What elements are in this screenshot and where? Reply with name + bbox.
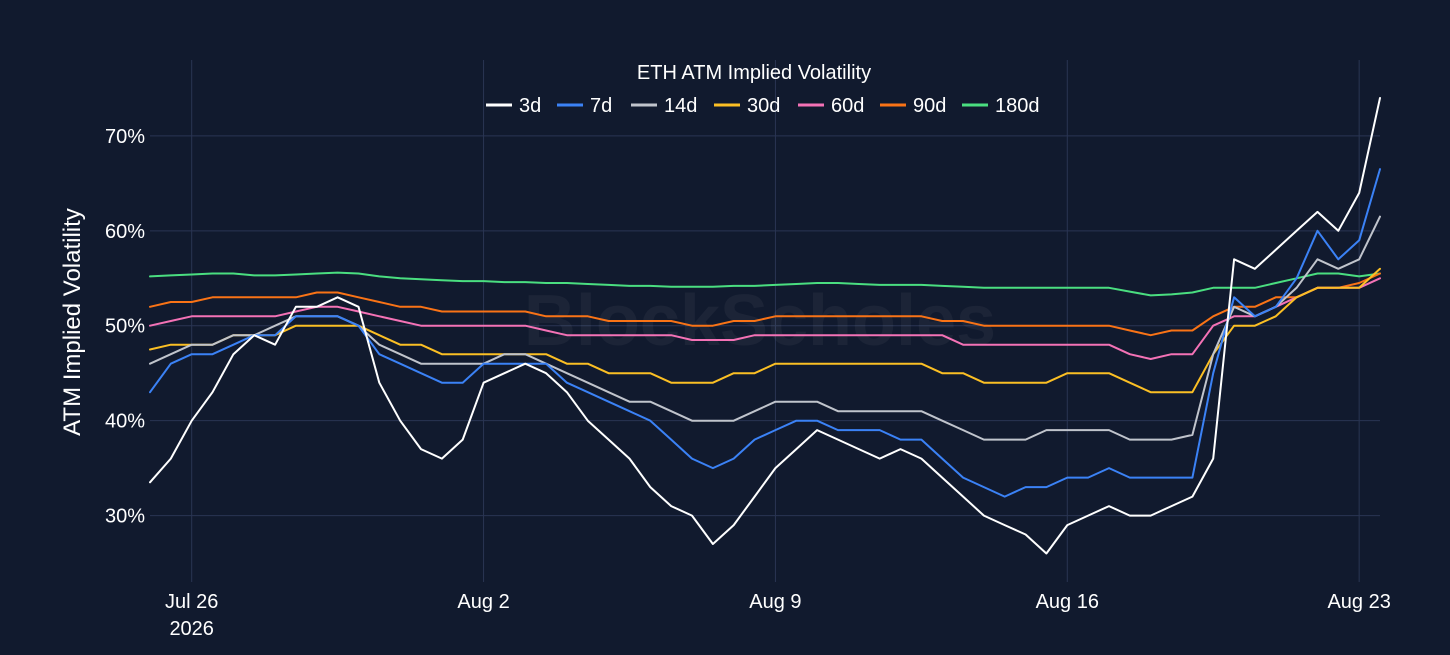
series-line-3d [149,97,1381,555]
legend-item-3d[interactable]: 3d [486,95,541,117]
y-tick-label: 40% [105,411,145,433]
y-tick-label: 70% [105,126,145,148]
legend-item-90d[interactable]: 90d [880,95,946,117]
legend-item-14d[interactable]: 14d [631,95,697,117]
x-tick-label: Aug 9 [749,591,801,613]
x-tick-sublabel: 2026 [169,618,214,640]
legend-label: 60d [831,95,864,117]
series-line-180d [149,271,1381,297]
legend-label: 7d [590,95,612,117]
legend-label: 3d [519,95,541,117]
y-tick-label: 30% [105,506,145,528]
series-lines [149,97,1381,555]
legend-item-180d[interactable]: 180d [962,95,1040,117]
legend-item-30d[interactable]: 30d [714,95,780,117]
series-line-90d [149,272,1381,337]
x-axis-ticks: Jul 26 2026 Aug 2 Aug 9 Aug 16 Aug 23 [165,591,1391,640]
x-tick-label: Jul 26 [165,591,218,613]
legend[interactable]: 3d 7d 14d 30d 60d 90d 180d [486,95,1040,117]
chart-title: ETH ATM Implied Volatility [637,62,871,84]
legend-item-60d[interactable]: 60d [798,95,864,117]
series-line-30d [149,267,1381,394]
y-tick-label: 50% [105,316,145,338]
legend-label: 90d [913,95,946,117]
y-axis-ticks: 30% 40% 50% 60% 70% [105,126,145,528]
x-tick-label: Aug 23 [1327,591,1390,613]
legend-label: 14d [664,95,697,117]
legend-label: 180d [995,95,1040,117]
x-tick-label: Aug 2 [457,591,509,613]
legend-label: 30d [747,95,780,117]
x-tick-label: Aug 16 [1036,591,1099,613]
y-axis-title: ATM Implied Volatility [59,208,86,436]
y-tick-label: 60% [105,221,145,243]
legend-item-7d[interactable]: 7d [557,95,612,117]
series-line-60d [149,277,1381,360]
watermark-text: BlockScholes [524,281,996,361]
series-line-7d [149,168,1381,498]
